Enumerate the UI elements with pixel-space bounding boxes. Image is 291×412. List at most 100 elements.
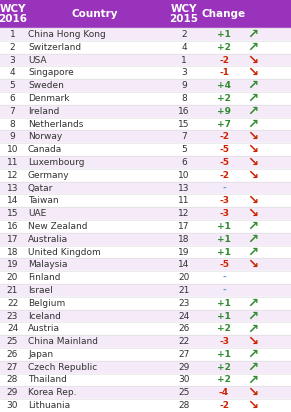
Text: Singapore: Singapore (28, 68, 74, 77)
Bar (0, 399, 291, 412)
Text: 1: 1 (181, 56, 187, 65)
Text: 2: 2 (181, 30, 187, 39)
Text: -: - (222, 273, 226, 282)
Text: China Mainland: China Mainland (28, 337, 98, 346)
Text: -2: -2 (219, 56, 229, 65)
Text: 19: 19 (7, 260, 18, 269)
Bar (0, 233, 291, 246)
Bar (0, 361, 291, 374)
Bar (0, 284, 291, 297)
Text: +9: +9 (217, 107, 231, 116)
Text: 7: 7 (10, 107, 15, 116)
Text: ↗: ↗ (247, 233, 259, 246)
Text: 4: 4 (10, 68, 15, 77)
Text: 17: 17 (7, 235, 18, 244)
Text: 30: 30 (178, 375, 190, 384)
Bar (0, 79, 291, 92)
Bar (0, 309, 291, 323)
Text: 16: 16 (178, 107, 190, 116)
Text: +2: +2 (217, 375, 231, 384)
Text: +1: +1 (217, 222, 231, 231)
Text: 3: 3 (181, 68, 187, 77)
Text: Korea Rep.: Korea Rep. (28, 388, 77, 397)
Text: Country: Country (72, 9, 118, 19)
Text: ↘: ↘ (247, 386, 259, 399)
Text: +1: +1 (217, 30, 231, 39)
Text: 25: 25 (178, 388, 190, 397)
Text: Lithuania: Lithuania (28, 401, 70, 410)
Text: +4: +4 (217, 81, 231, 90)
Text: 5: 5 (181, 145, 187, 154)
Text: 24: 24 (178, 311, 190, 321)
Text: Norway: Norway (28, 132, 62, 141)
Text: -3: -3 (219, 209, 229, 218)
Text: -3: -3 (219, 337, 229, 346)
Text: United Kingdom: United Kingdom (28, 248, 101, 257)
Text: 27: 27 (7, 363, 18, 372)
Text: 9: 9 (181, 81, 187, 90)
Text: 24: 24 (7, 324, 18, 333)
Text: USA: USA (28, 56, 47, 65)
Text: 3: 3 (10, 56, 15, 65)
Bar (0, 220, 291, 233)
Text: Czech Republic: Czech Republic (28, 363, 97, 372)
Text: Taiwan: Taiwan (28, 196, 58, 205)
Text: +2: +2 (217, 363, 231, 372)
Text: 26: 26 (178, 324, 190, 333)
Text: ↗: ↗ (247, 374, 259, 386)
Text: 11: 11 (178, 196, 190, 205)
Bar (0, 246, 291, 258)
Text: 15: 15 (178, 119, 190, 129)
Text: +1: +1 (217, 311, 231, 321)
Text: 18: 18 (178, 235, 190, 244)
Text: ↘: ↘ (247, 130, 259, 143)
Text: 12: 12 (178, 209, 190, 218)
Text: +2: +2 (217, 43, 231, 52)
Text: ↗: ↗ (247, 92, 259, 105)
Text: 23: 23 (7, 311, 18, 321)
Text: Qatar: Qatar (28, 183, 53, 192)
Text: +1: +1 (217, 248, 231, 257)
Text: ↗: ↗ (247, 348, 259, 361)
Bar (0, 66, 291, 79)
Text: China Hong Kong: China Hong Kong (28, 30, 106, 39)
Text: ↗: ↗ (247, 297, 259, 310)
Text: Malaysia: Malaysia (28, 260, 68, 269)
Text: 19: 19 (178, 248, 190, 257)
Text: ↗: ↗ (247, 105, 259, 118)
Text: ↗: ↗ (247, 360, 259, 374)
Text: ↘: ↘ (247, 169, 259, 182)
Text: Austria: Austria (28, 324, 60, 333)
Text: 4: 4 (181, 43, 187, 52)
Text: 1: 1 (10, 30, 15, 39)
Text: 26: 26 (7, 350, 18, 359)
Text: -5: -5 (219, 158, 229, 167)
Text: ↘: ↘ (247, 66, 259, 79)
Bar (0, 156, 291, 169)
Text: +1: +1 (217, 350, 231, 359)
Text: ↗: ↗ (247, 309, 259, 323)
Text: ↘: ↘ (247, 399, 259, 412)
Text: -1: -1 (219, 68, 229, 77)
Bar (0, 374, 291, 386)
Text: New Zealand: New Zealand (28, 222, 88, 231)
Text: ↘: ↘ (247, 335, 259, 348)
Text: Israel: Israel (28, 286, 53, 295)
Text: 7: 7 (181, 132, 187, 141)
Text: 28: 28 (7, 375, 18, 384)
Text: Luxembourg: Luxembourg (28, 158, 84, 167)
Bar (0, 182, 291, 194)
Text: 8: 8 (10, 119, 15, 129)
Text: 12: 12 (7, 171, 18, 180)
Text: ↗: ↗ (247, 322, 259, 335)
Text: 11: 11 (7, 158, 18, 167)
Text: -5: -5 (219, 260, 229, 269)
Text: 21: 21 (178, 286, 190, 295)
Text: +1: +1 (217, 235, 231, 244)
Text: 20: 20 (7, 273, 18, 282)
Text: Ireland: Ireland (28, 107, 59, 116)
Text: -4: -4 (219, 388, 229, 397)
Bar (0, 105, 291, 117)
Text: 13: 13 (7, 183, 18, 192)
Text: Canada: Canada (28, 145, 62, 154)
